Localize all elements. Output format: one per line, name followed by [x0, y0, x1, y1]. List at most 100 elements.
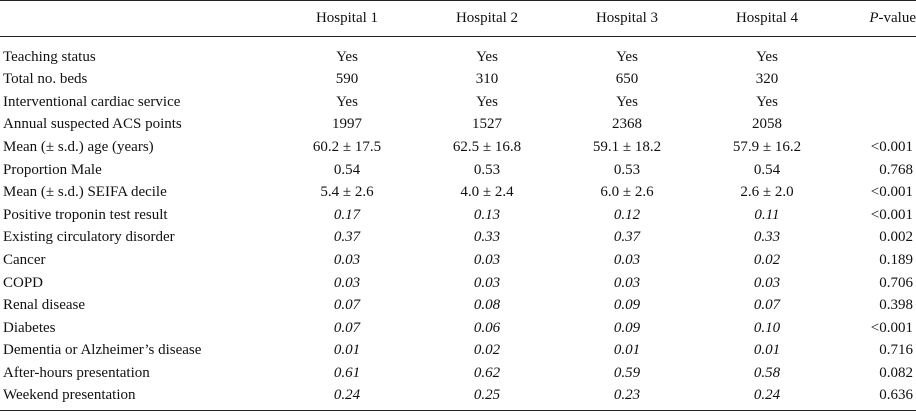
cell-hospital-3: 0.23: [552, 384, 702, 412]
cell-hospital-3: 650: [615, 71, 639, 88]
cell-p-value: 0.706: [879, 274, 913, 291]
row-label: Mean (± s.d.) age (years): [3, 139, 154, 156]
cell-hospital-4: 0.11: [754, 206, 780, 223]
table-row: COPD 0.03 0.03 0.03 0.03 0.706: [0, 271, 916, 294]
table-body: Teaching status Yes Yes Yes Yes Total no. bed…: [0, 37, 916, 412]
row-label: Diabetes: [3, 319, 56, 336]
cell-hospital-1: 0.03: [333, 252, 361, 269]
row-label: Positive troponin test result: [3, 206, 168, 223]
cell-hospital-4: 0.10: [753, 319, 781, 336]
header-row: Hospital 1 Hospital 2 Hospital 3 Hospita…: [0, 0, 916, 37]
row-label: Proportion Male: [3, 161, 102, 178]
cell-hospital-2: 62.5 ± 16.8: [452, 139, 522, 156]
cell-hospital-3: 59.1 ± 18.2: [592, 139, 662, 156]
cell-hospital-2: 0.25: [422, 384, 552, 412]
header-hospital-1: Hospital 1: [272, 0, 422, 37]
cell-hospital-3: 6.0 ± 2.6: [600, 184, 654, 201]
table-header: Hospital 1 Hospital 2 Hospital 3 Hospita…: [0, 0, 916, 37]
cell-hospital-3: 0.53: [613, 161, 641, 178]
cell-hospital-2: 0.03: [473, 252, 501, 269]
table-row: Positive troponin test result 0.17 0.13 0.1…: [0, 204, 916, 227]
cell-hospital-4: Yes: [756, 93, 778, 110]
cell-hospital-2: 0.06: [473, 319, 501, 336]
cell-p-value: [832, 68, 916, 91]
table-row: Total no. beds 590 310 650 320: [0, 68, 916, 91]
cell-hospital-1: 60.2 ± 17.5: [312, 139, 382, 156]
cell-hospital-2: 0.02: [473, 342, 501, 359]
cell-hospital-3: 0.09: [613, 297, 641, 314]
cell-hospital-2: 4.0 ± 2.4: [460, 184, 514, 201]
header-p-value: P-value: [832, 0, 916, 37]
table-row: Proportion Male 0.54 0.53 0.53 0.54 0.768: [0, 158, 916, 181]
table-row: Mean (± s.d.) age (years) 60.2 ± 17.5 62.5…: [0, 136, 916, 159]
cell-hospital-3: 0.03: [613, 252, 641, 269]
table-row: Annual suspected ACS points 1997 1527 2368 2…: [0, 113, 916, 136]
cell-hospital-3: 2368: [612, 116, 642, 133]
cell-p-value: [832, 113, 916, 136]
row-label: Teaching status: [3, 49, 96, 65]
cell-hospital-2: 0.33: [473, 229, 501, 246]
cell-hospital-3: 0.03: [613, 274, 641, 291]
cell-hospital-4: 320: [755, 71, 779, 88]
cell-hospital-2: 310: [475, 71, 499, 88]
cell-p-value: 0.716: [879, 342, 913, 359]
cell-hospital-3: 0.37: [613, 229, 641, 246]
cell-hospital-1: Yes: [336, 93, 358, 110]
cell-hospital-2: 1527: [472, 116, 502, 133]
table-row: Teaching status Yes Yes Yes Yes: [0, 37, 916, 69]
cell-hospital-4: 2.6 ± 2.0: [740, 184, 794, 201]
cell-hospital-3: Yes: [616, 93, 638, 110]
header-p-letter: P: [869, 10, 879, 26]
cell-hospital-3: 0.01: [613, 342, 641, 359]
cell-hospital-4: 2058: [752, 116, 782, 133]
table-row: Diabetes 0.07 0.06 0.09 0.10 <0.001: [0, 317, 916, 340]
cell-p-value: [832, 37, 916, 69]
cell-hospital-4: 0.58: [753, 365, 781, 382]
cell-hospital-1: 0.01: [333, 342, 361, 359]
cell-hospital-1: 0.24: [272, 384, 422, 412]
row-label: Cancer: [3, 252, 46, 269]
cell-hospital-4: 0.07: [753, 297, 781, 314]
cell-hospital-1: 0.07: [333, 297, 361, 314]
cell-hospital-3: 0.09: [613, 319, 641, 336]
header-label: [0, 0, 272, 37]
cell-p-value: <0.001: [870, 206, 913, 223]
cell-hospital-2: 0.62: [473, 365, 501, 382]
row-label: Renal disease: [3, 297, 86, 314]
table-row: Dementia or Alzheimer’s disease 0.01 0.02 0…: [0, 339, 916, 362]
table-row: Weekend presentation 0.24 0.25 0.23 0.24 0.63…: [0, 384, 916, 412]
header-hospital-2: Hospital 2: [422, 0, 552, 37]
table-row: After-hours presentation 0.61 0.62 0.59 0.58…: [0, 362, 916, 385]
cell-hospital-1: 0.17: [333, 206, 361, 223]
cell-hospital-4: Yes: [756, 49, 778, 65]
cell-hospital-3: 0.59: [613, 365, 641, 382]
cell-hospital-1: 0.54: [333, 161, 361, 178]
row-label: COPD: [3, 274, 44, 291]
cell-p-value: <0.001: [870, 184, 913, 201]
row-label: After-hours presentation: [3, 365, 150, 382]
cell-p-value: <0.001: [870, 319, 913, 336]
cell-hospital-1: 0.07: [333, 319, 361, 336]
cell-hospital-2: Yes: [476, 93, 498, 110]
cell-hospital-1: 1997: [332, 116, 362, 133]
header-hospital-4: Hospital 4: [702, 0, 832, 37]
cell-hospital-3: 0.12: [613, 206, 641, 223]
cell-hospital-1: Yes: [336, 49, 358, 65]
table-row: Renal disease 0.07 0.08 0.09 0.07 0.398: [0, 294, 916, 317]
row-label: Total no. beds: [3, 71, 88, 88]
cell-p-value: 0.636: [832, 384, 916, 412]
cell-p-value: <0.001: [870, 139, 913, 156]
cell-hospital-1: 0.61: [333, 365, 361, 382]
cell-hospital-4: 0.02: [753, 252, 781, 269]
row-label: Interventional cardiac service: [3, 93, 181, 110]
table-row: Mean (± s.d.) SEIFA decile 5.4 ± 2.6 4.0 ±…: [0, 181, 916, 204]
cell-hospital-4: 0.03: [753, 274, 781, 291]
cell-hospital-3: Yes: [616, 49, 638, 65]
table-row: Interventional cardiac service Yes Yes Yes Y…: [0, 91, 916, 114]
header-hospital-3: Hospital 3: [552, 0, 702, 37]
row-label: Weekend presentation: [0, 384, 272, 412]
row-label: Dementia or Alzheimer’s disease: [3, 342, 202, 359]
cell-p-value: 0.768: [879, 161, 913, 178]
